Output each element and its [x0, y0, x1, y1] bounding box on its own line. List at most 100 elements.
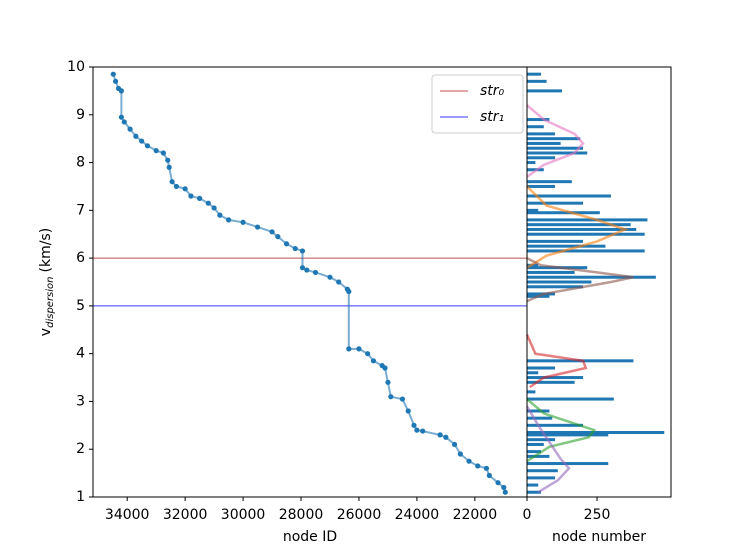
- bar: [527, 141, 561, 145]
- bar: [527, 132, 556, 136]
- data-point: [502, 489, 508, 495]
- bar: [527, 285, 584, 289]
- x-tick-label: 26000: [337, 507, 382, 523]
- bar: [527, 239, 584, 243]
- data-point: [254, 224, 261, 230]
- fit-curve: [526, 398, 597, 463]
- bar: [527, 380, 575, 384]
- data-point: [275, 234, 281, 240]
- data-point: [283, 241, 290, 247]
- data-point: [346, 346, 352, 352]
- bar: [527, 280, 592, 284]
- bar: [527, 161, 536, 165]
- bar: [527, 275, 656, 279]
- data-point: [299, 265, 306, 271]
- data-point: [240, 219, 246, 225]
- y-tick-label: 7: [76, 202, 85, 218]
- bar: [527, 125, 544, 129]
- data-point: [112, 78, 119, 84]
- data-point: [495, 480, 501, 486]
- y-tick-label: 9: [76, 107, 85, 123]
- data-point: [486, 472, 492, 479]
- bar: [527, 490, 542, 494]
- data-point: [483, 465, 490, 471]
- bar: [527, 194, 612, 198]
- data-point: [173, 183, 180, 190]
- data-point: [118, 114, 124, 120]
- y-tick-label: 8: [76, 155, 85, 171]
- x-tick-label: 250: [584, 507, 611, 523]
- data-point: [211, 205, 217, 211]
- fit-curve: [525, 334, 588, 389]
- legend-box: [431, 74, 524, 134]
- bar: [527, 366, 556, 370]
- data-point: [382, 365, 388, 371]
- data-point: [166, 164, 172, 170]
- bar: [527, 431, 665, 434]
- data-point: [139, 138, 145, 144]
- data-point: [217, 212, 223, 218]
- bar: [527, 89, 563, 93]
- data-point: [205, 200, 211, 206]
- bar: [527, 137, 581, 141]
- data-point: [299, 248, 306, 254]
- data-point: [388, 394, 394, 400]
- bar: [527, 476, 556, 480]
- data-point: [365, 351, 371, 357]
- bar: [527, 218, 648, 222]
- data-point: [133, 133, 139, 139]
- x-tick-label: 24000: [395, 507, 440, 523]
- data-point: [121, 119, 127, 125]
- data-point: [182, 186, 188, 192]
- data-point: [356, 346, 362, 352]
- bar: [527, 232, 645, 236]
- bar: [527, 483, 539, 487]
- bar: [527, 423, 584, 427]
- bar: [527, 454, 550, 458]
- bar: [527, 409, 550, 413]
- x-tick-label: 22000: [453, 507, 498, 523]
- data-point: [501, 484, 507, 491]
- bar: [527, 438, 556, 442]
- legend-label: str₀: [480, 83, 505, 99]
- legend-label: str₁: [480, 109, 504, 125]
- x-tick-label: 34000: [105, 507, 150, 523]
- bar: [527, 72, 542, 76]
- bar: [527, 270, 575, 274]
- bar: [527, 397, 614, 401]
- x-tick-label: 0: [523, 507, 532, 523]
- y-tick-label: 1: [76, 489, 85, 505]
- fit-curve: [526, 185, 629, 269]
- bar: [527, 151, 588, 155]
- data-point: [437, 432, 443, 438]
- data-point: [457, 451, 463, 457]
- data-point: [411, 422, 417, 428]
- series-line: [112, 73, 507, 493]
- y-axis-label: vdispersion (km/s): [38, 228, 56, 336]
- bar: [527, 462, 609, 466]
- bar: [527, 390, 536, 394]
- bar: [527, 223, 631, 227]
- bar: [527, 184, 556, 188]
- data-point: [304, 267, 310, 273]
- data-point: [160, 150, 167, 156]
- bar: [527, 371, 539, 375]
- bar: [527, 201, 584, 205]
- bar: [527, 208, 539, 212]
- bar: [527, 156, 556, 160]
- data-point: [466, 458, 472, 464]
- data-point: [269, 229, 275, 235]
- y-label-sub: dispersion: [45, 276, 56, 327]
- bar: [527, 79, 547, 83]
- fit-curve: [526, 256, 634, 303]
- bar: [527, 118, 550, 122]
- data-point: [197, 195, 203, 201]
- plot-frame: [526, 66, 672, 498]
- data-point: [405, 408, 411, 414]
- y-tick-label: 4: [76, 346, 85, 362]
- data-point: [144, 143, 151, 149]
- data-point: [475, 463, 481, 469]
- x-tick-label: 28000: [279, 507, 324, 523]
- bar: [527, 211, 600, 215]
